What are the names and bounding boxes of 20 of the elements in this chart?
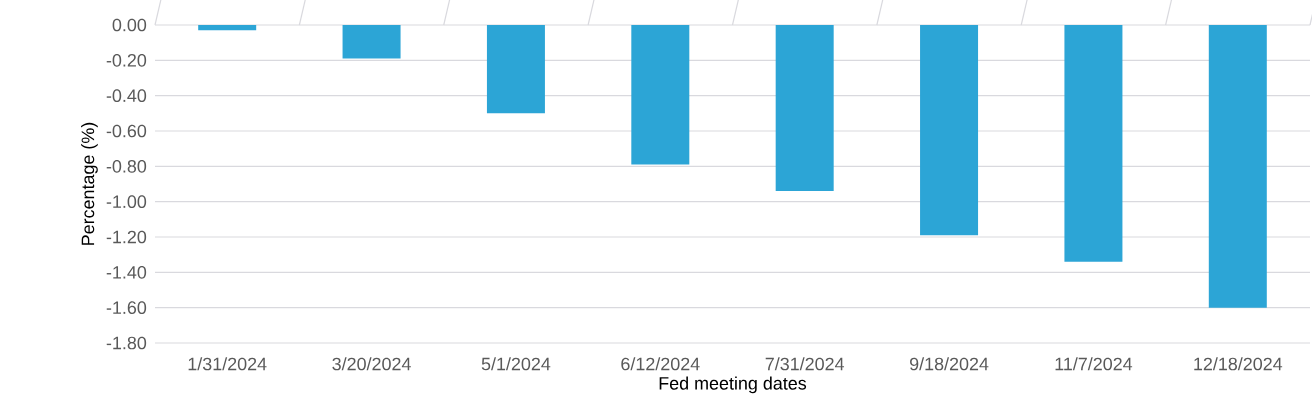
y-tick-label: -1.20 [106,230,147,244]
y-tick-label: -1.40 [106,265,147,279]
y-tick-label: -0.20 [106,53,147,67]
y-axis-title: Percentage (%) [81,122,98,245]
y-tick-label: -1.80 [106,336,147,350]
x-tick-label: 7/31/2024 [765,357,845,371]
y-tick-label: -1.00 [106,195,147,209]
y-tick-label: 0.00 [112,18,147,32]
x-tick-label: 6/12/2024 [621,357,700,371]
x-tick-label: 1/31/2024 [188,357,267,371]
y-tick-label: -0.80 [106,159,147,173]
y-tick-label: -0.60 [106,124,147,138]
x-axis-title: Fed meeting dates [659,376,807,394]
x-tick-label: 9/18/2024 [910,357,989,371]
y-tick-label: -0.40 [106,89,147,103]
x-tick-label: 11/7/2024 [1055,357,1133,371]
x-tick-label: 5/1/2024 [481,357,551,371]
x-tick-label: 12/18/2024 [1194,357,1283,371]
x-tick-label: 3/20/2024 [332,357,411,371]
y-tick-label: -1.60 [106,301,147,315]
